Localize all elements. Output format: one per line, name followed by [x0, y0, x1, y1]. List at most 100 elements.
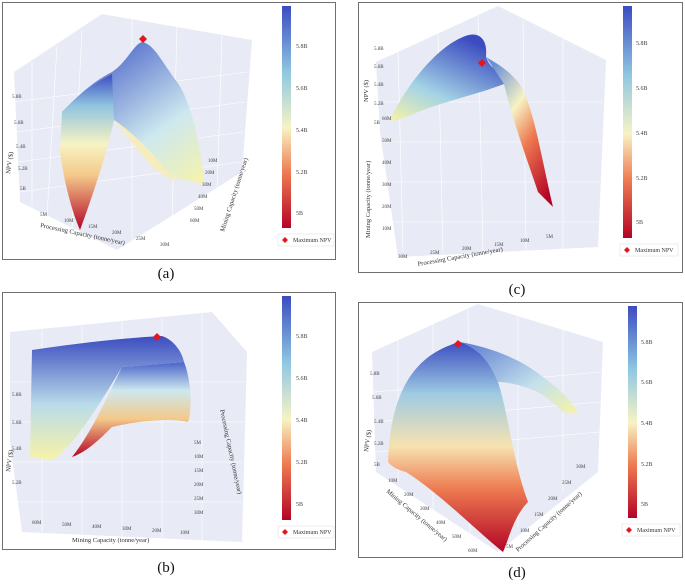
surface-plot-d: 10M 20M 30M 40M 50M 60M 5M 10M 15M 20M 2…	[363, 304, 681, 554]
surface-plot-c: 30M 25M 20M 15M 10M 5M 10M 20M 30M 40M 5…	[363, 6, 679, 268]
y-axis-label: Mining Capacity (tonne/year)	[365, 161, 372, 238]
y-tick: 20M	[205, 171, 215, 176]
z-tick: 5.6B	[14, 121, 24, 126]
colorbar-d: 5B 5.2B 5.4B 5.6B 5.8B	[628, 306, 653, 518]
x-tick: 50M	[62, 523, 72, 528]
legend-marker-icon	[282, 529, 288, 535]
colorbar-tick: 5.2B	[296, 460, 308, 466]
y-tick: 40M	[382, 161, 392, 166]
y-tick: 40M	[198, 195, 208, 200]
x-tick: 20M	[152, 529, 162, 534]
colorbar-tick: 5.2B	[641, 462, 653, 468]
surface-d	[388, 341, 578, 552]
legend-c: Maximum NPV	[619, 243, 679, 257]
panel-d: 10M 20M 30M 40M 50M 60M 5M 10M 15M 20M 2…	[358, 302, 683, 558]
surface-plot-b: 60M 50M 40M 30M 20M 10M 5M 10M 15M 20M 2…	[5, 296, 335, 544]
z-tick: 5.2B	[374, 442, 384, 447]
z-tick: 5.6B	[12, 421, 22, 426]
panel-a: 5M 10M 15M 20M 25M 30M 10M 20M 30M 40M 5…	[2, 2, 336, 260]
y-tick: 30M	[576, 465, 586, 470]
axis-ticks-c: 30M 25M 20M 15M 10M 5M 10M 20M 30M 40M 5…	[374, 47, 554, 260]
z-axis-label: NPV ($)	[363, 80, 370, 102]
x-tick: 10M	[180, 531, 190, 536]
y-tick: 10M	[520, 529, 530, 534]
y-tick: 10M	[382, 227, 392, 232]
colorbar-tick: 5.2B	[636, 176, 648, 182]
axis-ticks-d: 10M 20M 30M 40M 50M 60M 5M 10M 15M 20M 2…	[370, 372, 586, 554]
surface-a	[60, 42, 204, 230]
y-tick: 30M	[194, 511, 204, 516]
colorbar-tick: 5.8B	[636, 41, 648, 47]
colorbar-tick: 5B	[641, 502, 648, 508]
x-tick: 30M	[160, 243, 170, 248]
colorbar-c: 5B 5.2B 5.4B 5.6B 5.8B	[623, 6, 648, 238]
surface-plot-a: 5M 10M 15M 20M 25M 30M 10M 20M 30M 40M 5…	[5, 6, 335, 250]
z-tick: 5.6B	[372, 396, 382, 401]
y-tick: 10M	[208, 159, 218, 164]
y-tick: 25M	[562, 481, 572, 486]
max-npv-marker	[139, 35, 147, 43]
legend-label: Maximum NPV	[293, 238, 332, 244]
x-tick: 20M	[462, 247, 472, 252]
x-axis-label: Mining Capacity (tonne/year)	[72, 537, 149, 544]
legend-b: Maximum NPV	[277, 525, 335, 539]
colorbar-tick: 5.8B	[641, 340, 653, 346]
z-tick: 5.8B	[12, 393, 22, 398]
z-tick: 5.6B	[374, 65, 384, 70]
colorbar-tick: 5.6B	[636, 86, 648, 92]
x-tick: 40M	[92, 525, 102, 530]
panel-b: 60M 50M 40M 30M 20M 10M 5M 10M 15M 20M 2…	[2, 292, 336, 550]
y-tick: 60M	[190, 219, 200, 224]
axis-ticks-b: 60M 50M 40M 30M 20M 10M 5M 10M 15M 20M 2…	[12, 393, 204, 536]
x-tick: 30M	[122, 527, 132, 532]
x-tick: 15M	[88, 225, 98, 230]
colorbar-tick: 5.4B	[296, 128, 308, 134]
max-npv-marker	[478, 59, 486, 67]
z-axis-label: NPV ($)	[363, 429, 373, 452]
legend-a: Maximum NPV	[277, 233, 335, 247]
y-tick: 30M	[382, 183, 392, 188]
colorbar-tick: 5.6B	[296, 86, 308, 92]
x-tick: 30M	[420, 507, 430, 512]
colorbar	[282, 6, 291, 228]
legend-label: Maximum NPV	[293, 530, 332, 536]
panel-c: 30M 25M 20M 15M 10M 5M 10M 20M 30M 40M 5…	[358, 2, 683, 273]
x-tick: 30M	[398, 255, 408, 260]
colorbar-tick: 5.8B	[296, 334, 308, 340]
y-tick: 20M	[548, 497, 558, 502]
colorbar-tick: 5.6B	[641, 380, 653, 386]
x-tick: 60M	[468, 549, 478, 554]
colorbar-tick: 5B	[636, 220, 643, 226]
legend-marker-icon	[626, 527, 632, 533]
colorbar-tick: 5B	[296, 502, 303, 508]
legend-marker-icon	[624, 247, 630, 253]
z-tick: 5.4B	[16, 145, 26, 150]
x-tick: 5M	[40, 213, 48, 218]
legend-marker-icon	[282, 237, 288, 243]
legend-label: Maximum NPV	[637, 528, 676, 534]
y-tick: 50M	[382, 139, 392, 144]
x-tick: 10M	[520, 239, 530, 244]
y-tick: 60M	[382, 117, 392, 122]
z-tick: 5B	[20, 187, 27, 192]
x-tick: 50M	[452, 535, 462, 540]
max-npv-marker	[454, 340, 462, 348]
y-tick: 5M	[194, 441, 202, 446]
caption-a: (a)	[157, 266, 175, 282]
colorbar-tick: 5.4B	[636, 131, 648, 137]
colorbar-tick: 5.8B	[296, 44, 308, 50]
legend-label: Maximum NPV	[635, 248, 674, 254]
y-tick: 25M	[194, 497, 204, 502]
caption-c: (c)	[508, 282, 526, 298]
max-npv-marker	[153, 333, 161, 341]
colorbar-tick: 5.6B	[296, 376, 308, 382]
colorbar-tick: 5.2B	[296, 170, 308, 176]
colorbar-tick: 5.4B	[641, 421, 653, 427]
z-tick: 5.2B	[12, 481, 22, 486]
x-tick: 25M	[136, 237, 146, 242]
z-tick: 5.4B	[374, 420, 384, 425]
colorbar-a: 5B 5.2B 5.4B 5.6B 5.8B	[282, 6, 308, 228]
colorbar-tick: 5B	[296, 211, 303, 217]
x-tick: 10M	[64, 219, 74, 224]
caption-d: (d)	[508, 565, 526, 581]
